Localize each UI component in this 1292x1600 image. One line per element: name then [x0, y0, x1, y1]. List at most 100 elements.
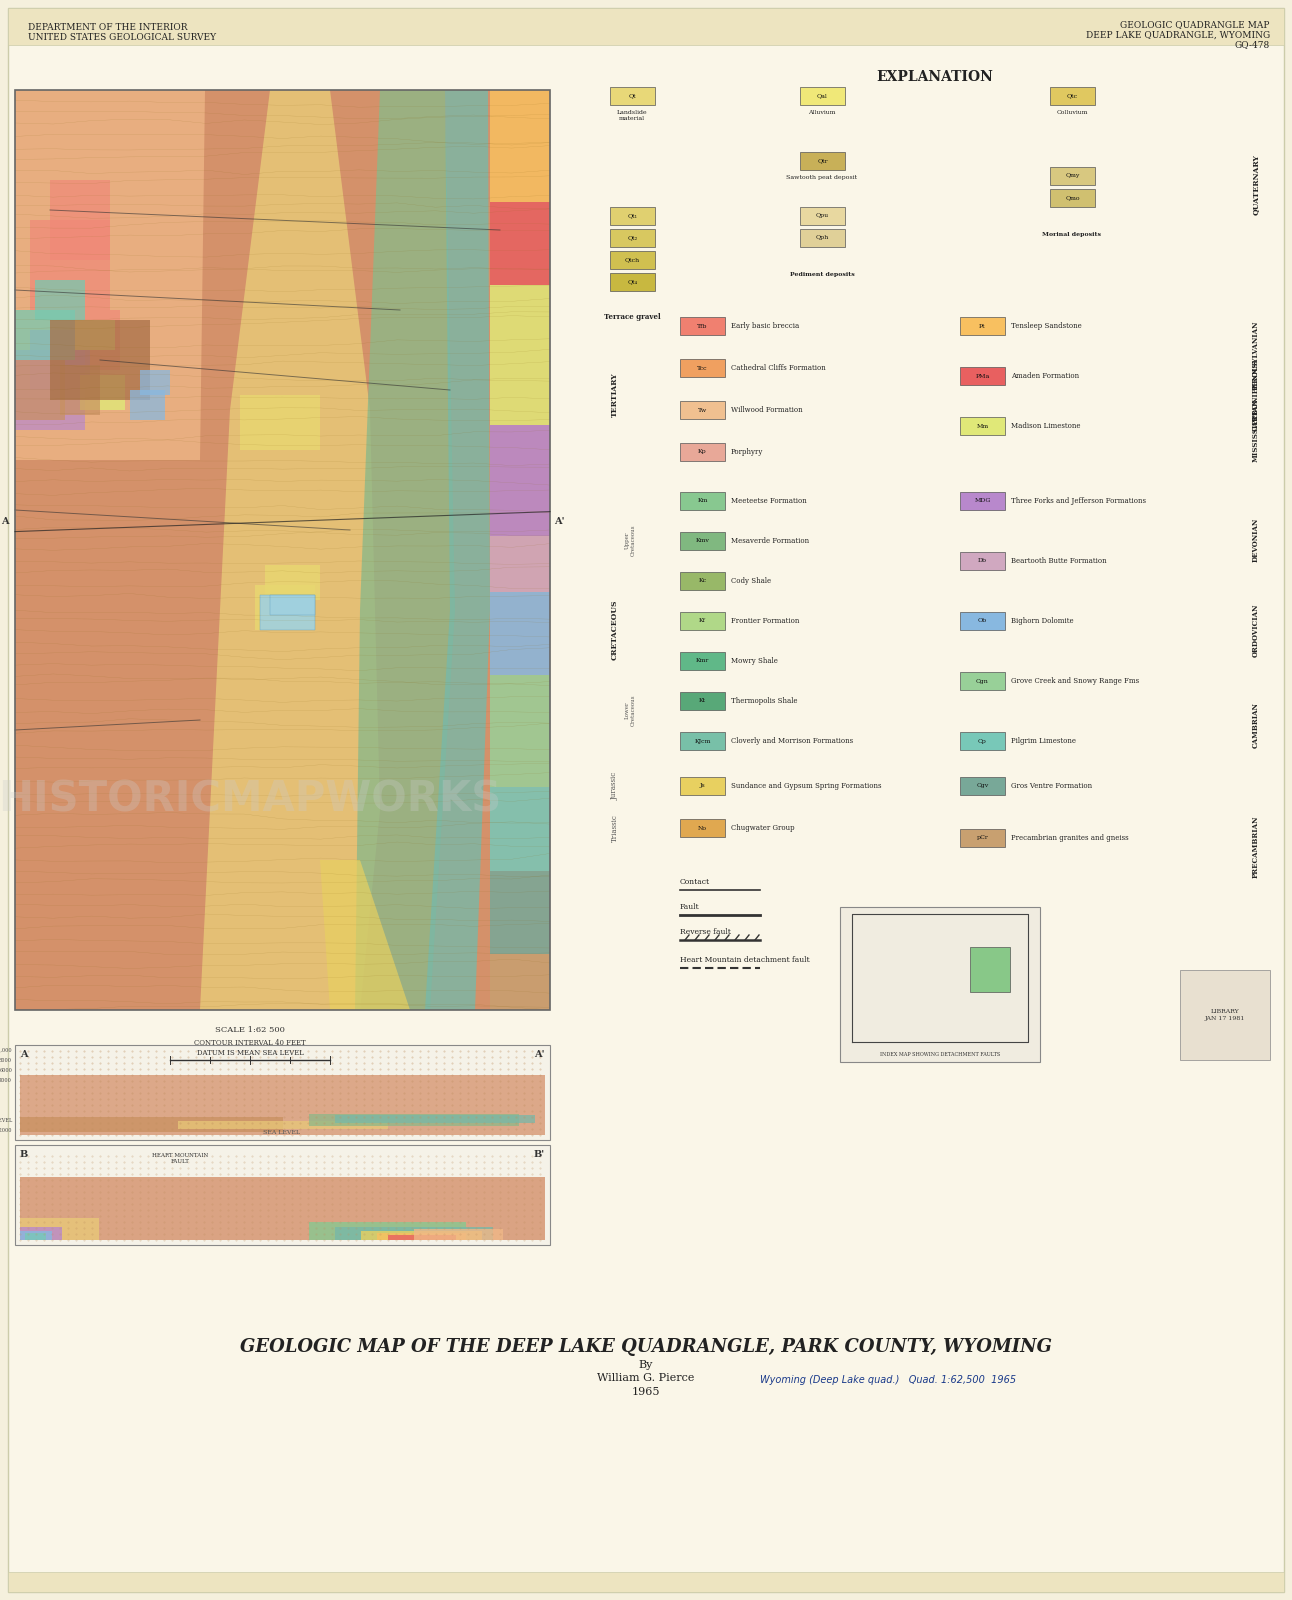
Text: Amaden Formation: Amaden Formation	[1012, 371, 1079, 379]
Text: Early basic breccia: Early basic breccia	[731, 322, 800, 330]
Text: Porphyry: Porphyry	[731, 448, 764, 456]
Bar	[960, 366, 1005, 386]
Bar	[8, 1571, 1284, 1592]
Text: Ob: Ob	[978, 619, 987, 624]
Bar	[960, 829, 1005, 846]
Text: SEA LEVEL: SEA LEVEL	[0, 1117, 12, 1123]
Bar	[490, 424, 550, 536]
Bar	[680, 531, 725, 550]
Bar	[16, 360, 65, 419]
Bar	[309, 1114, 519, 1126]
Bar	[490, 536, 550, 592]
Bar	[680, 317, 725, 334]
Text: Bighorn Dolomite: Bighorn Dolomite	[1012, 618, 1074, 626]
Text: PMa: PMa	[975, 373, 990, 379]
Bar	[26, 1232, 47, 1240]
Bar	[70, 310, 120, 370]
Text: Kp: Kp	[698, 450, 707, 454]
Text: Colluvium: Colluvium	[1057, 110, 1088, 115]
Text: Tw: Tw	[698, 408, 707, 413]
Bar	[19, 1230, 52, 1240]
Text: HEART MOUNTAIN
FAULT: HEART MOUNTAIN FAULT	[152, 1154, 208, 1163]
Text: EXPLANATION: EXPLANATION	[876, 70, 994, 83]
Text: Mm: Mm	[977, 424, 988, 429]
Bar	[680, 819, 725, 837]
Text: Thermopolis Shale: Thermopolis Shale	[731, 698, 797, 706]
Text: Qt: Qt	[629, 93, 637, 99]
Bar	[80, 374, 125, 410]
Text: Reverse fault: Reverse fault	[680, 928, 731, 936]
Bar	[177, 1122, 388, 1130]
Text: UNITED STATES GEOLOGICAL SURVEY: UNITED STATES GEOLOGICAL SURVEY	[28, 32, 216, 42]
Text: Wyoming (Deep Lake quad.)   Quad. 1:62,500  1965: Wyoming (Deep Lake quad.) Quad. 1:62,500…	[760, 1374, 1016, 1386]
Bar	[30, 219, 110, 310]
Text: Qtr: Qtr	[818, 158, 828, 163]
Text: Willwood Formation: Willwood Formation	[731, 406, 802, 414]
Bar	[960, 778, 1005, 795]
Bar	[490, 285, 550, 424]
Bar	[270, 595, 315, 614]
Bar	[1050, 166, 1096, 186]
Bar	[16, 1045, 550, 1139]
Text: LIBRARY
JAN 17 1981: LIBRARY JAN 17 1981	[1205, 1010, 1245, 1021]
Bar	[75, 320, 115, 350]
Text: Qmy: Qmy	[1066, 173, 1080, 179]
Text: A': A'	[554, 517, 565, 526]
Text: Precambrian granites and gneiss: Precambrian granites and gneiss	[1012, 834, 1129, 842]
Text: Fault: Fault	[680, 902, 700, 910]
Bar	[680, 611, 725, 630]
Text: QUATERNARY: QUATERNARY	[1252, 155, 1260, 216]
Text: Tcc: Tcc	[698, 365, 708, 371]
Text: Qt₁: Qt₁	[628, 213, 637, 219]
Text: Heart Mountain detachment fault: Heart Mountain detachment fault	[680, 955, 810, 963]
Text: SEA LEVEL: SEA LEVEL	[264, 1130, 301, 1134]
Bar	[255, 586, 315, 630]
Bar	[960, 418, 1005, 435]
Text: A': A'	[535, 1050, 545, 1059]
Text: Chugwater Group: Chugwater Group	[731, 824, 795, 832]
Bar	[19, 1218, 98, 1240]
Text: Beartooth Butte Formation: Beartooth Butte Formation	[1012, 557, 1107, 565]
Text: Sawtooth peat deposit: Sawtooth peat deposit	[787, 174, 858, 179]
Bar	[413, 1229, 503, 1240]
Text: -2000: -2000	[0, 1128, 12, 1133]
Polygon shape	[320, 861, 410, 1010]
Text: Morinal deposits: Morinal deposits	[1043, 232, 1102, 237]
Bar	[388, 1235, 456, 1240]
Bar	[377, 1232, 466, 1240]
Text: Qt₄: Qt₄	[628, 280, 637, 285]
Polygon shape	[355, 90, 455, 1010]
Text: DEVONIAN: DEVONIAN	[1252, 518, 1260, 562]
Bar	[19, 1227, 62, 1240]
Bar	[1050, 86, 1096, 106]
Text: SCALE 1:62 500: SCALE 1:62 500	[214, 1026, 286, 1034]
Bar	[260, 595, 315, 630]
Polygon shape	[200, 90, 380, 1010]
Bar	[16, 90, 550, 1010]
Bar	[16, 350, 85, 430]
Bar	[490, 90, 550, 202]
Text: 8000: 8000	[0, 1058, 12, 1062]
Text: Meeteetse Formation: Meeteetse Formation	[731, 498, 806, 506]
Text: Cathedral Cliffs Formation: Cathedral Cliffs Formation	[731, 365, 826, 371]
Polygon shape	[425, 90, 490, 1010]
Text: KJcm: KJcm	[694, 739, 711, 744]
Text: B': B'	[534, 1150, 545, 1158]
Bar	[680, 443, 725, 461]
Text: DEPARTMENT OF THE INTERIOR: DEPARTMENT OF THE INTERIOR	[28, 22, 187, 32]
Bar	[50, 179, 110, 259]
Bar	[680, 573, 725, 590]
Text: DEEP LAKE QUADRANGLE, WYOMING: DEEP LAKE QUADRANGLE, WYOMING	[1085, 30, 1270, 40]
Text: Jurassic: Jurassic	[611, 771, 619, 800]
Text: Mesaverde Formation: Mesaverde Formation	[731, 538, 809, 546]
Bar	[16, 1146, 550, 1245]
Text: PRECAMBRIAN: PRECAMBRIAN	[1252, 816, 1260, 878]
Text: By: By	[638, 1360, 654, 1370]
Text: Kmr: Kmr	[696, 659, 709, 664]
Text: Pilgrim Limestone: Pilgrim Limestone	[1012, 738, 1076, 746]
Text: Tensleep Sandstone: Tensleep Sandstone	[1012, 322, 1081, 330]
Bar	[800, 229, 845, 246]
Text: Js: Js	[700, 784, 705, 789]
Text: Kmv: Kmv	[695, 539, 709, 544]
Text: INDEX MAP SHOWING DETACHMENT FAULTS: INDEX MAP SHOWING DETACHMENT FAULTS	[880, 1051, 1000, 1056]
